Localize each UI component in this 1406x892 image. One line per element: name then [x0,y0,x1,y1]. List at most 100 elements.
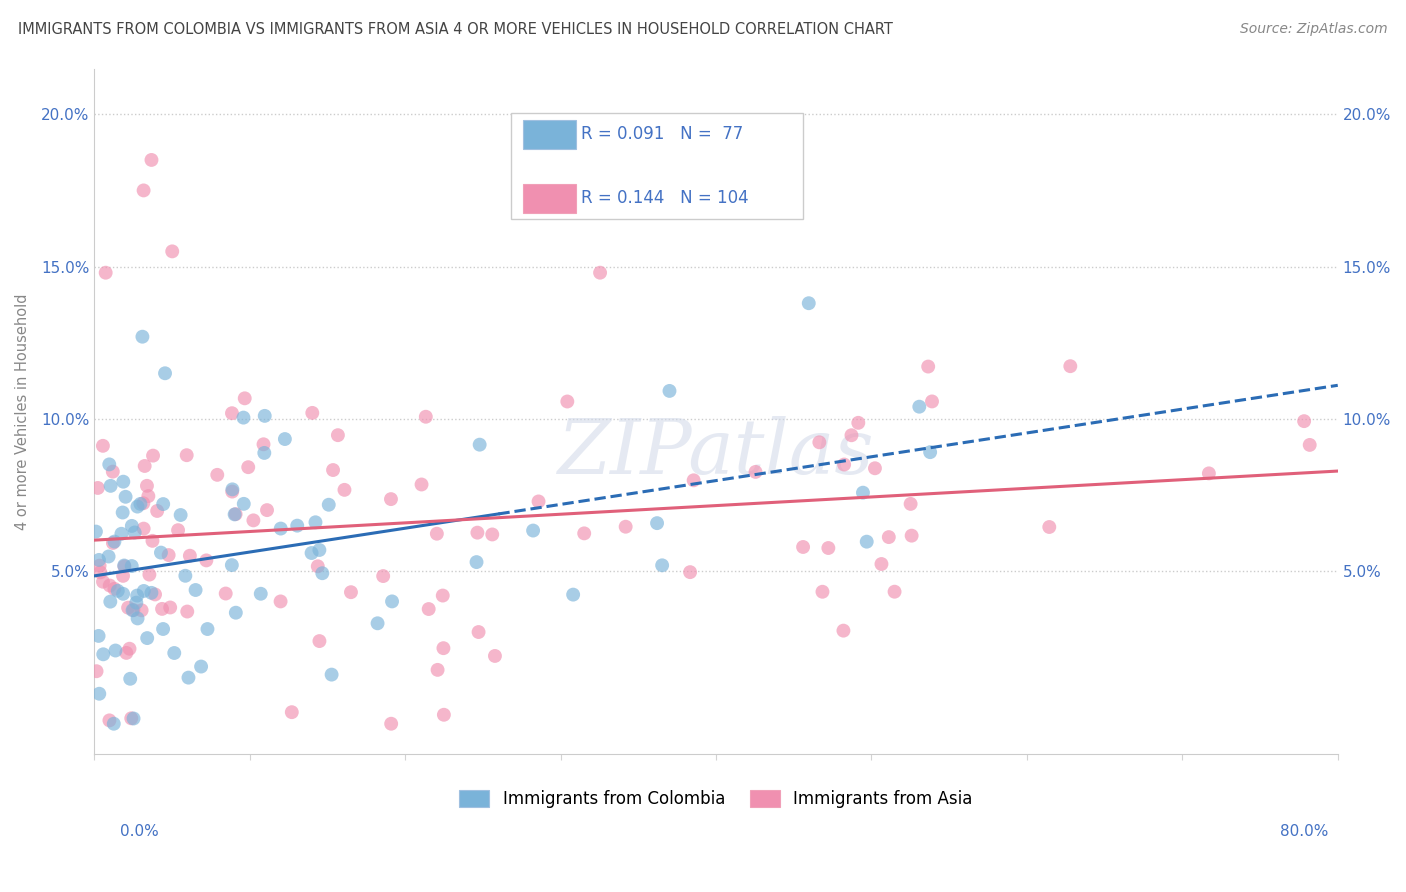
Point [232,410,254,425]
Text: 80.0%: 80.0% [1281,824,1329,838]
Point [125,596,148,610]
Point [921,394,943,409]
Point [176,605,198,619]
Text: 0.0%: 0.0% [120,824,159,838]
Point [846,416,869,430]
Point [112,569,135,583]
FancyBboxPatch shape [523,184,575,212]
Point [253,446,276,460]
Point [107,583,129,598]
Point [855,534,877,549]
Point [367,616,389,631]
Point [418,602,440,616]
Point [238,460,260,475]
Text: ZIPatlas: ZIPatlas [558,416,875,490]
Point [679,565,702,579]
Point [614,519,637,533]
Point [169,508,191,522]
Point [426,663,449,677]
Point [1198,467,1220,481]
Point [920,445,942,459]
Point [98,714,121,728]
Point [304,516,326,530]
Point [340,585,363,599]
Point [98,578,121,592]
Point [808,435,831,450]
Point [111,506,134,520]
Point [1299,438,1322,452]
Point [195,553,218,567]
Point [555,394,578,409]
Point [100,479,122,493]
Y-axis label: 4 or more Vehicles in Household: 4 or more Vehicles in Household [15,293,30,530]
Point [103,716,125,731]
Point [112,558,135,573]
Point [177,671,200,685]
Point [883,584,905,599]
Point [163,646,186,660]
Point [184,582,207,597]
Point [150,602,173,616]
Point [176,448,198,462]
Point [87,553,110,567]
Point [381,594,404,608]
Point [380,716,402,731]
FancyBboxPatch shape [510,113,803,219]
Point [136,479,159,493]
Point [174,568,197,582]
Point [89,566,111,580]
Point [481,527,503,541]
Point [110,526,132,541]
Point [270,522,292,536]
Point [94,266,117,280]
Point [114,490,136,504]
Point [122,603,145,617]
Point [817,541,839,555]
Point [326,428,349,442]
Point [141,153,163,167]
Point [141,586,163,600]
Point [190,659,212,673]
Point [118,641,141,656]
Point [89,687,111,701]
Point [138,567,160,582]
Point [120,672,142,686]
Point [197,622,219,636]
Point [253,409,276,423]
Point [270,594,292,608]
Point [149,546,172,560]
Point [221,484,243,499]
Point [574,526,596,541]
Point [465,555,488,569]
Point [311,566,333,581]
Point [160,244,183,259]
Point [917,359,939,374]
Point [98,458,121,472]
Point [811,584,834,599]
Point [146,504,169,518]
Point [142,449,165,463]
Point [432,641,454,656]
Point [411,477,433,491]
Point [318,498,340,512]
Point [797,296,820,310]
Point [863,461,886,475]
Point [117,600,139,615]
Point [1059,359,1081,374]
Point [112,587,135,601]
Point [103,534,125,549]
Point [91,648,114,662]
Point [308,543,330,558]
Point [157,548,180,562]
Point [127,589,149,603]
Point [301,546,323,560]
Point [252,437,274,451]
Point [322,463,344,477]
Point [841,428,863,442]
Point [91,574,114,589]
Point [104,643,127,657]
Point [333,483,356,497]
Point [122,711,145,725]
Point [373,569,395,583]
Point [645,516,668,530]
